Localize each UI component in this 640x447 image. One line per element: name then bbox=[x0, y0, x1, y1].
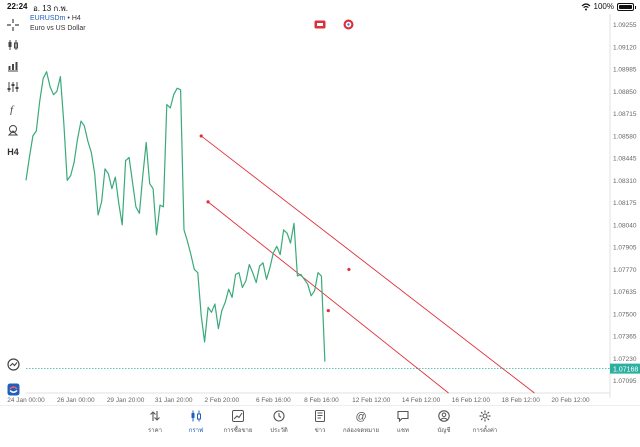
x-tick-label: 18 Feb 12:00 bbox=[502, 397, 541, 404]
nav-label: การซื้อขาย bbox=[223, 428, 253, 434]
price-line bbox=[25, 71, 326, 362]
y-tick-label: 1.08175 bbox=[613, 200, 637, 207]
mail-icon: @ bbox=[354, 409, 368, 423]
y-tick-label: 1.08310 bbox=[613, 178, 637, 185]
symbol-name: EURUSDm bbox=[30, 15, 66, 22]
gear-icon bbox=[478, 409, 492, 423]
nav-label: ข่าว bbox=[314, 428, 326, 434]
y-tick-label: 1.09120 bbox=[613, 44, 637, 51]
indicators-icon[interactable] bbox=[5, 58, 21, 74]
settings-sliders-icon[interactable] bbox=[5, 79, 21, 95]
svg-text:@: @ bbox=[356, 411, 367, 422]
battery-percent: 100% bbox=[593, 2, 614, 11]
y-tick-label: 1.09255 bbox=[613, 22, 637, 29]
nav-label: ราคา bbox=[148, 428, 162, 434]
left-toolbar: f H4 bbox=[0, 14, 26, 414]
channel-anchor-3 bbox=[347, 267, 351, 272]
objects-icon[interactable] bbox=[5, 122, 21, 138]
symbol-info[interactable]: EURUSDm • H4 Euro vs US Dollar bbox=[30, 14, 86, 34]
symbol-timeframe: H4 bbox=[71, 15, 81, 22]
nav-label: การตั้งค่า bbox=[472, 428, 498, 434]
timeframe-button[interactable]: H4 bbox=[7, 147, 19, 157]
trade-icon bbox=[231, 409, 245, 423]
nav-mailbox[interactable]: @ กล่องจดหมาย bbox=[341, 409, 381, 435]
x-tick-label: 31 Jan 20:00 bbox=[155, 397, 193, 404]
y-tick-label: 1.08850 bbox=[613, 89, 637, 96]
y-tick-label: 1.08715 bbox=[613, 111, 637, 118]
y-tick-label: 1.07365 bbox=[613, 334, 637, 341]
y-tick-label: 1.07500 bbox=[613, 311, 637, 318]
symbol-description: Euro vs US Dollar bbox=[30, 25, 86, 32]
nav-trade[interactable]: การซื้อขาย bbox=[218, 409, 258, 435]
symbol-separator: • bbox=[67, 15, 70, 22]
current-price-tag bbox=[610, 363, 640, 374]
nav-history[interactable]: ประวัติ bbox=[259, 409, 299, 435]
history-icon bbox=[272, 409, 286, 423]
chat-icon bbox=[396, 409, 410, 423]
channel-line-1 bbox=[200, 135, 535, 394]
currency-flag-icon-2[interactable] bbox=[342, 19, 354, 30]
status-time: 22:24 bbox=[7, 2, 28, 11]
account-icon bbox=[437, 409, 451, 423]
x-tick-label: 14 Feb 12:00 bbox=[402, 397, 441, 404]
symbol-line: EURUSDm • H4 bbox=[30, 14, 86, 24]
currency-flag-icon[interactable] bbox=[314, 19, 326, 30]
y-tick-label: 1.07905 bbox=[613, 245, 637, 252]
y-tick-label: 1.07770 bbox=[613, 267, 637, 274]
x-tick-label: 12 Feb 12:00 bbox=[352, 397, 391, 404]
news-icon bbox=[313, 409, 327, 423]
x-tick-label: 6 Feb 16:00 bbox=[256, 397, 291, 404]
nav-label: กราฟ bbox=[188, 428, 204, 434]
x-tick-label: 24 Jan 00:00 bbox=[7, 397, 45, 404]
y-tick-label: 1.07635 bbox=[613, 289, 637, 296]
wifi-icon bbox=[581, 2, 590, 10]
battery-level bbox=[619, 4, 632, 9]
price-chart[interactable]: 24 Jan 00:00 26 Jan 00:00 29 Jan 20:00 31 J… bbox=[0, 0, 640, 405]
nav-settings[interactable]: การตั้งค่า bbox=[465, 409, 505, 435]
battery-icon bbox=[617, 2, 636, 11]
bottom-nav: ราคา กราฟ การซื้อขาย ประวัติ ข่าว @ กล่อ… bbox=[0, 405, 640, 447]
x-tick-label: 20 Feb 12:00 bbox=[551, 397, 590, 404]
channel-anchor-2 bbox=[206, 200, 210, 204]
y-tick-label: 1.07095 bbox=[613, 378, 637, 385]
channel-anchor-4 bbox=[326, 309, 330, 313]
nav-label: ประวัติ bbox=[270, 428, 288, 434]
x-tick-label: 29 Jan 20:00 bbox=[107, 397, 145, 404]
nav-label: แชท bbox=[397, 428, 409, 434]
trade-icon[interactable] bbox=[5, 381, 21, 397]
nav-label: บัญชี bbox=[437, 428, 451, 434]
y-tick-label: 1.08580 bbox=[613, 133, 637, 140]
y-tick-label: 1.08040 bbox=[613, 222, 637, 229]
status-bar: 22:24 อ. 13 ก.พ. 100% bbox=[0, 0, 640, 14]
y-tick-label: 1.08445 bbox=[613, 156, 637, 163]
function-icon[interactable]: f bbox=[5, 101, 21, 117]
channel-line-2 bbox=[207, 201, 449, 394]
candlestick-icon[interactable] bbox=[5, 37, 21, 53]
nav-chat[interactable]: แชท bbox=[383, 409, 423, 435]
nav-news[interactable]: ข่าว bbox=[300, 409, 340, 435]
top-icons bbox=[314, 19, 354, 30]
x-tick-label: 26 Jan 00:00 bbox=[57, 397, 95, 404]
quotes-icon bbox=[148, 409, 162, 423]
current-price-label: 1.07168 bbox=[613, 367, 638, 374]
crosshair-icon[interactable] bbox=[5, 17, 21, 33]
nav-quotes[interactable]: ราคา bbox=[135, 409, 175, 435]
nav-chart[interactable]: กราฟ bbox=[176, 409, 216, 435]
nav-label: กล่องจดหมาย bbox=[342, 428, 380, 434]
y-tick-label: 1.08985 bbox=[613, 67, 637, 74]
nav-accounts[interactable]: บัญชี bbox=[424, 409, 464, 435]
x-tick-label: 8 Feb 16:00 bbox=[304, 397, 339, 404]
channel-anchor-1 bbox=[199, 134, 203, 138]
y-tick-label: 1.07230 bbox=[613, 356, 637, 363]
x-tick-label: 16 Feb 12:00 bbox=[452, 397, 491, 404]
chart-icon bbox=[189, 409, 203, 423]
eye-icon[interactable] bbox=[5, 356, 21, 372]
status-right: 100% bbox=[581, 2, 636, 11]
x-tick-label: 2 Feb 20:00 bbox=[204, 397, 239, 404]
svg-text:f: f bbox=[10, 104, 15, 115]
status-date: อ. 13 ก.พ. bbox=[33, 4, 68, 13]
